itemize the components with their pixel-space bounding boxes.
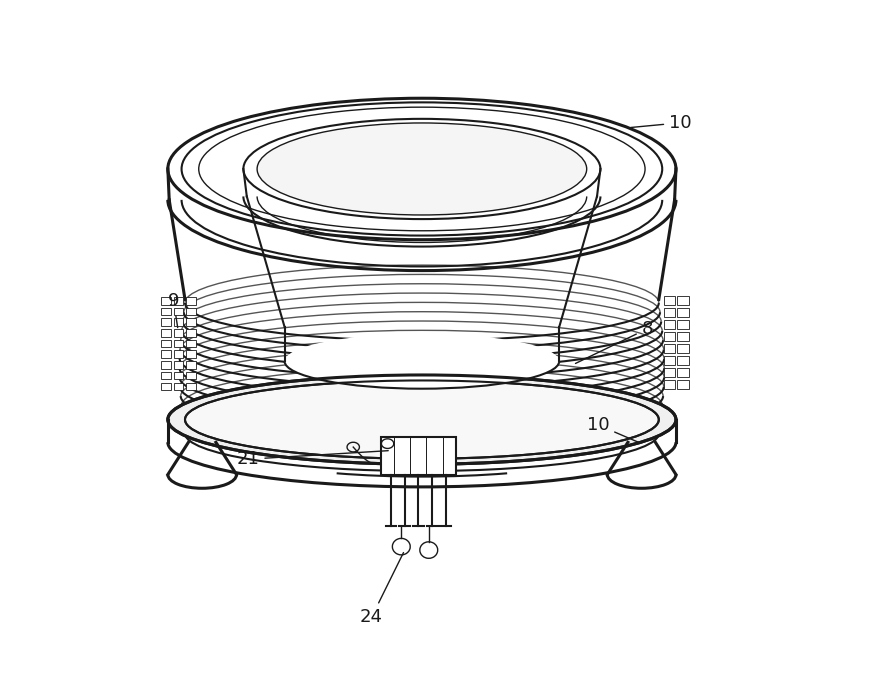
Ellipse shape xyxy=(168,375,676,464)
Text: 9: 9 xyxy=(168,293,180,327)
Text: 10: 10 xyxy=(631,114,692,132)
Bar xyxy=(677,320,689,329)
Bar xyxy=(677,332,689,341)
Ellipse shape xyxy=(258,123,587,215)
Bar xyxy=(161,297,171,304)
Bar xyxy=(161,340,171,348)
Bar xyxy=(664,332,675,341)
Bar xyxy=(186,361,196,368)
Bar xyxy=(173,308,183,316)
Bar xyxy=(677,368,689,377)
Bar xyxy=(161,329,171,336)
Bar xyxy=(381,436,457,475)
Bar xyxy=(186,308,196,316)
Text: 8: 8 xyxy=(575,320,653,363)
Bar xyxy=(173,318,183,326)
Bar xyxy=(173,361,183,368)
Bar xyxy=(186,318,196,326)
Bar xyxy=(173,350,183,358)
Bar xyxy=(161,361,171,368)
Bar xyxy=(186,372,196,379)
Bar xyxy=(173,382,183,390)
Bar xyxy=(173,297,183,304)
Ellipse shape xyxy=(185,380,658,459)
Bar xyxy=(677,380,689,389)
Bar xyxy=(161,382,171,390)
Bar xyxy=(161,318,171,326)
Bar xyxy=(186,340,196,348)
Text: 10: 10 xyxy=(587,416,639,443)
Bar xyxy=(186,329,196,336)
Bar xyxy=(677,308,689,317)
Ellipse shape xyxy=(178,259,666,478)
Bar xyxy=(664,356,675,365)
Bar xyxy=(677,296,689,305)
Bar xyxy=(161,308,171,316)
Bar xyxy=(186,382,196,390)
Ellipse shape xyxy=(285,334,559,389)
Bar xyxy=(161,372,171,379)
Bar xyxy=(664,344,675,353)
Bar xyxy=(677,344,689,353)
Bar xyxy=(664,320,675,329)
Text: 21: 21 xyxy=(236,450,389,468)
Text: 24: 24 xyxy=(360,553,404,626)
Bar xyxy=(664,296,675,305)
Bar xyxy=(161,350,171,358)
Bar xyxy=(664,368,675,377)
Bar xyxy=(664,380,675,389)
Bar xyxy=(173,372,183,379)
Bar xyxy=(186,297,196,304)
Bar xyxy=(173,340,183,348)
Bar xyxy=(173,329,183,336)
Bar xyxy=(677,356,689,365)
Bar xyxy=(664,308,675,317)
Bar xyxy=(186,350,196,358)
